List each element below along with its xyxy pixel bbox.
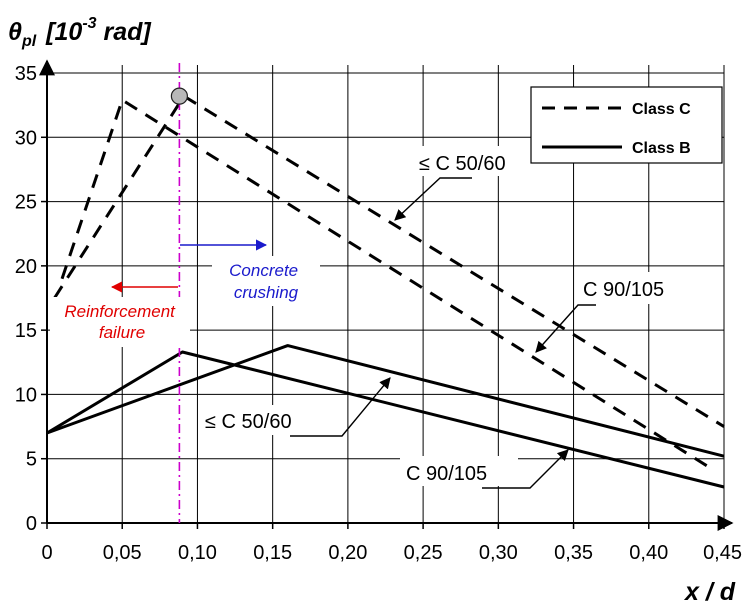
solid-lower-label: C 90/105 xyxy=(406,463,487,485)
solid-upper-leader xyxy=(290,377,391,437)
reinforcement-label-line1: Reinforcement xyxy=(64,302,176,321)
x-tick-label: 0,15 xyxy=(253,542,292,564)
solid-lower-leader xyxy=(482,449,569,489)
y-tick-label: 0 xyxy=(26,513,37,535)
x-axis-title: x / d xyxy=(683,578,736,606)
legend-label-class-b: Class B xyxy=(632,140,691,157)
dashed-lower-label: C 90/105 xyxy=(583,279,664,301)
dashed-upper-label: ≤ C 50/60 xyxy=(419,153,506,175)
reinforcement-label: Reinforcement failure xyxy=(64,302,179,342)
x-tick-label: 0,35 xyxy=(554,542,593,564)
solid-lower-label-bg xyxy=(400,456,518,486)
concrete-label-line1: Concrete xyxy=(229,261,298,280)
x-tick-label: 0,25 xyxy=(404,542,443,564)
dashed-upper-leader xyxy=(394,177,472,221)
dashed-upper-label-bg xyxy=(413,146,533,176)
series-line-4-solid xyxy=(46,350,725,489)
reinforcement-label-line2: failure xyxy=(99,323,145,342)
dashed-lower-leader xyxy=(535,304,596,353)
concrete-label-bg xyxy=(212,256,320,306)
series-line-3-solid xyxy=(46,344,725,458)
concrete-label: Concrete crushing xyxy=(229,261,303,302)
peak-marker xyxy=(170,87,188,105)
y-tick-label: 35 xyxy=(15,63,37,85)
y-tick-label: 5 xyxy=(26,449,37,471)
x-tick-label: 0,30 xyxy=(479,542,518,564)
y-tick-label: 30 xyxy=(15,127,37,149)
solid-upper-label-bg xyxy=(200,405,322,435)
x-tick-label: 0,40 xyxy=(629,542,668,564)
legend-label-class-c: Class C xyxy=(632,101,691,118)
x-tick-label: 0,20 xyxy=(328,542,367,564)
dashed-lower-label-bg xyxy=(576,272,696,304)
x-tick-label: 0,45 xyxy=(703,542,742,564)
y-tick-label: 15 xyxy=(15,320,37,342)
series-line-2-dashed xyxy=(60,98,713,471)
y-tick-label: 25 xyxy=(15,192,37,214)
series xyxy=(46,94,725,489)
legend-box xyxy=(530,86,723,164)
concrete-label-line2: crushing xyxy=(234,283,299,302)
series-line-1-dashed xyxy=(53,94,725,428)
y-axis-title: θpl [10-3 rad] xyxy=(8,15,152,50)
legend: Class C Class B xyxy=(530,86,723,164)
x-tick-label: 0,05 xyxy=(103,542,142,564)
x-tick-label: 0,10 xyxy=(178,542,217,564)
reinforcement-label-bg xyxy=(50,297,190,347)
x-tick-label: 0 xyxy=(41,542,52,564)
axes xyxy=(39,59,734,531)
tick-labels: 0 0,05 0,10 0,15 0,20 0,25 0,30 0,35 0,40 0,45 0 5 1… xyxy=(15,63,742,564)
y-tick-label: 10 xyxy=(15,384,37,406)
y-tick-label: 20 xyxy=(15,256,37,278)
solid-upper-label: ≤ C 50/60 xyxy=(205,411,292,433)
